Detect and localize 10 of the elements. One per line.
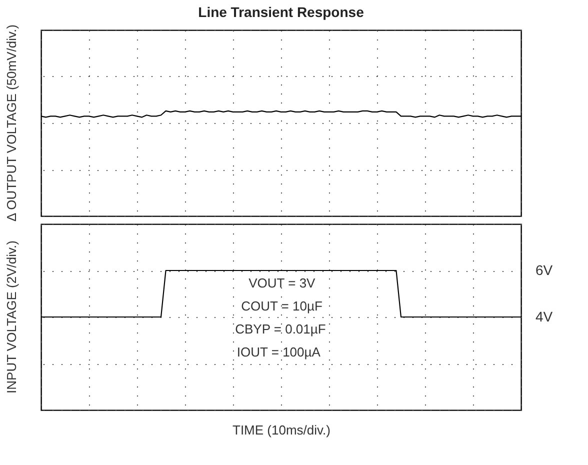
x-axis-title: TIME (10ms/div.)	[232, 422, 330, 438]
annotation: CBYP = 0.01µF	[235, 322, 326, 337]
annotation: IOUT = 100µA	[236, 344, 321, 360]
annotation: VOUT = 3V	[248, 276, 316, 291]
annotation: COUT = 10µF	[241, 298, 322, 314]
y-axis-title: INPUT VOLTAGE (2V/div.)	[4, 240, 19, 394]
y-axis-title: Δ OUTPUT VOLTAGE (50mV/div.)	[4, 24, 19, 222]
y-tick-label: 6V	[536, 262, 554, 278]
chart-title: Line Transient Response	[198, 4, 364, 20]
y-tick-label: 4V	[536, 308, 554, 324]
